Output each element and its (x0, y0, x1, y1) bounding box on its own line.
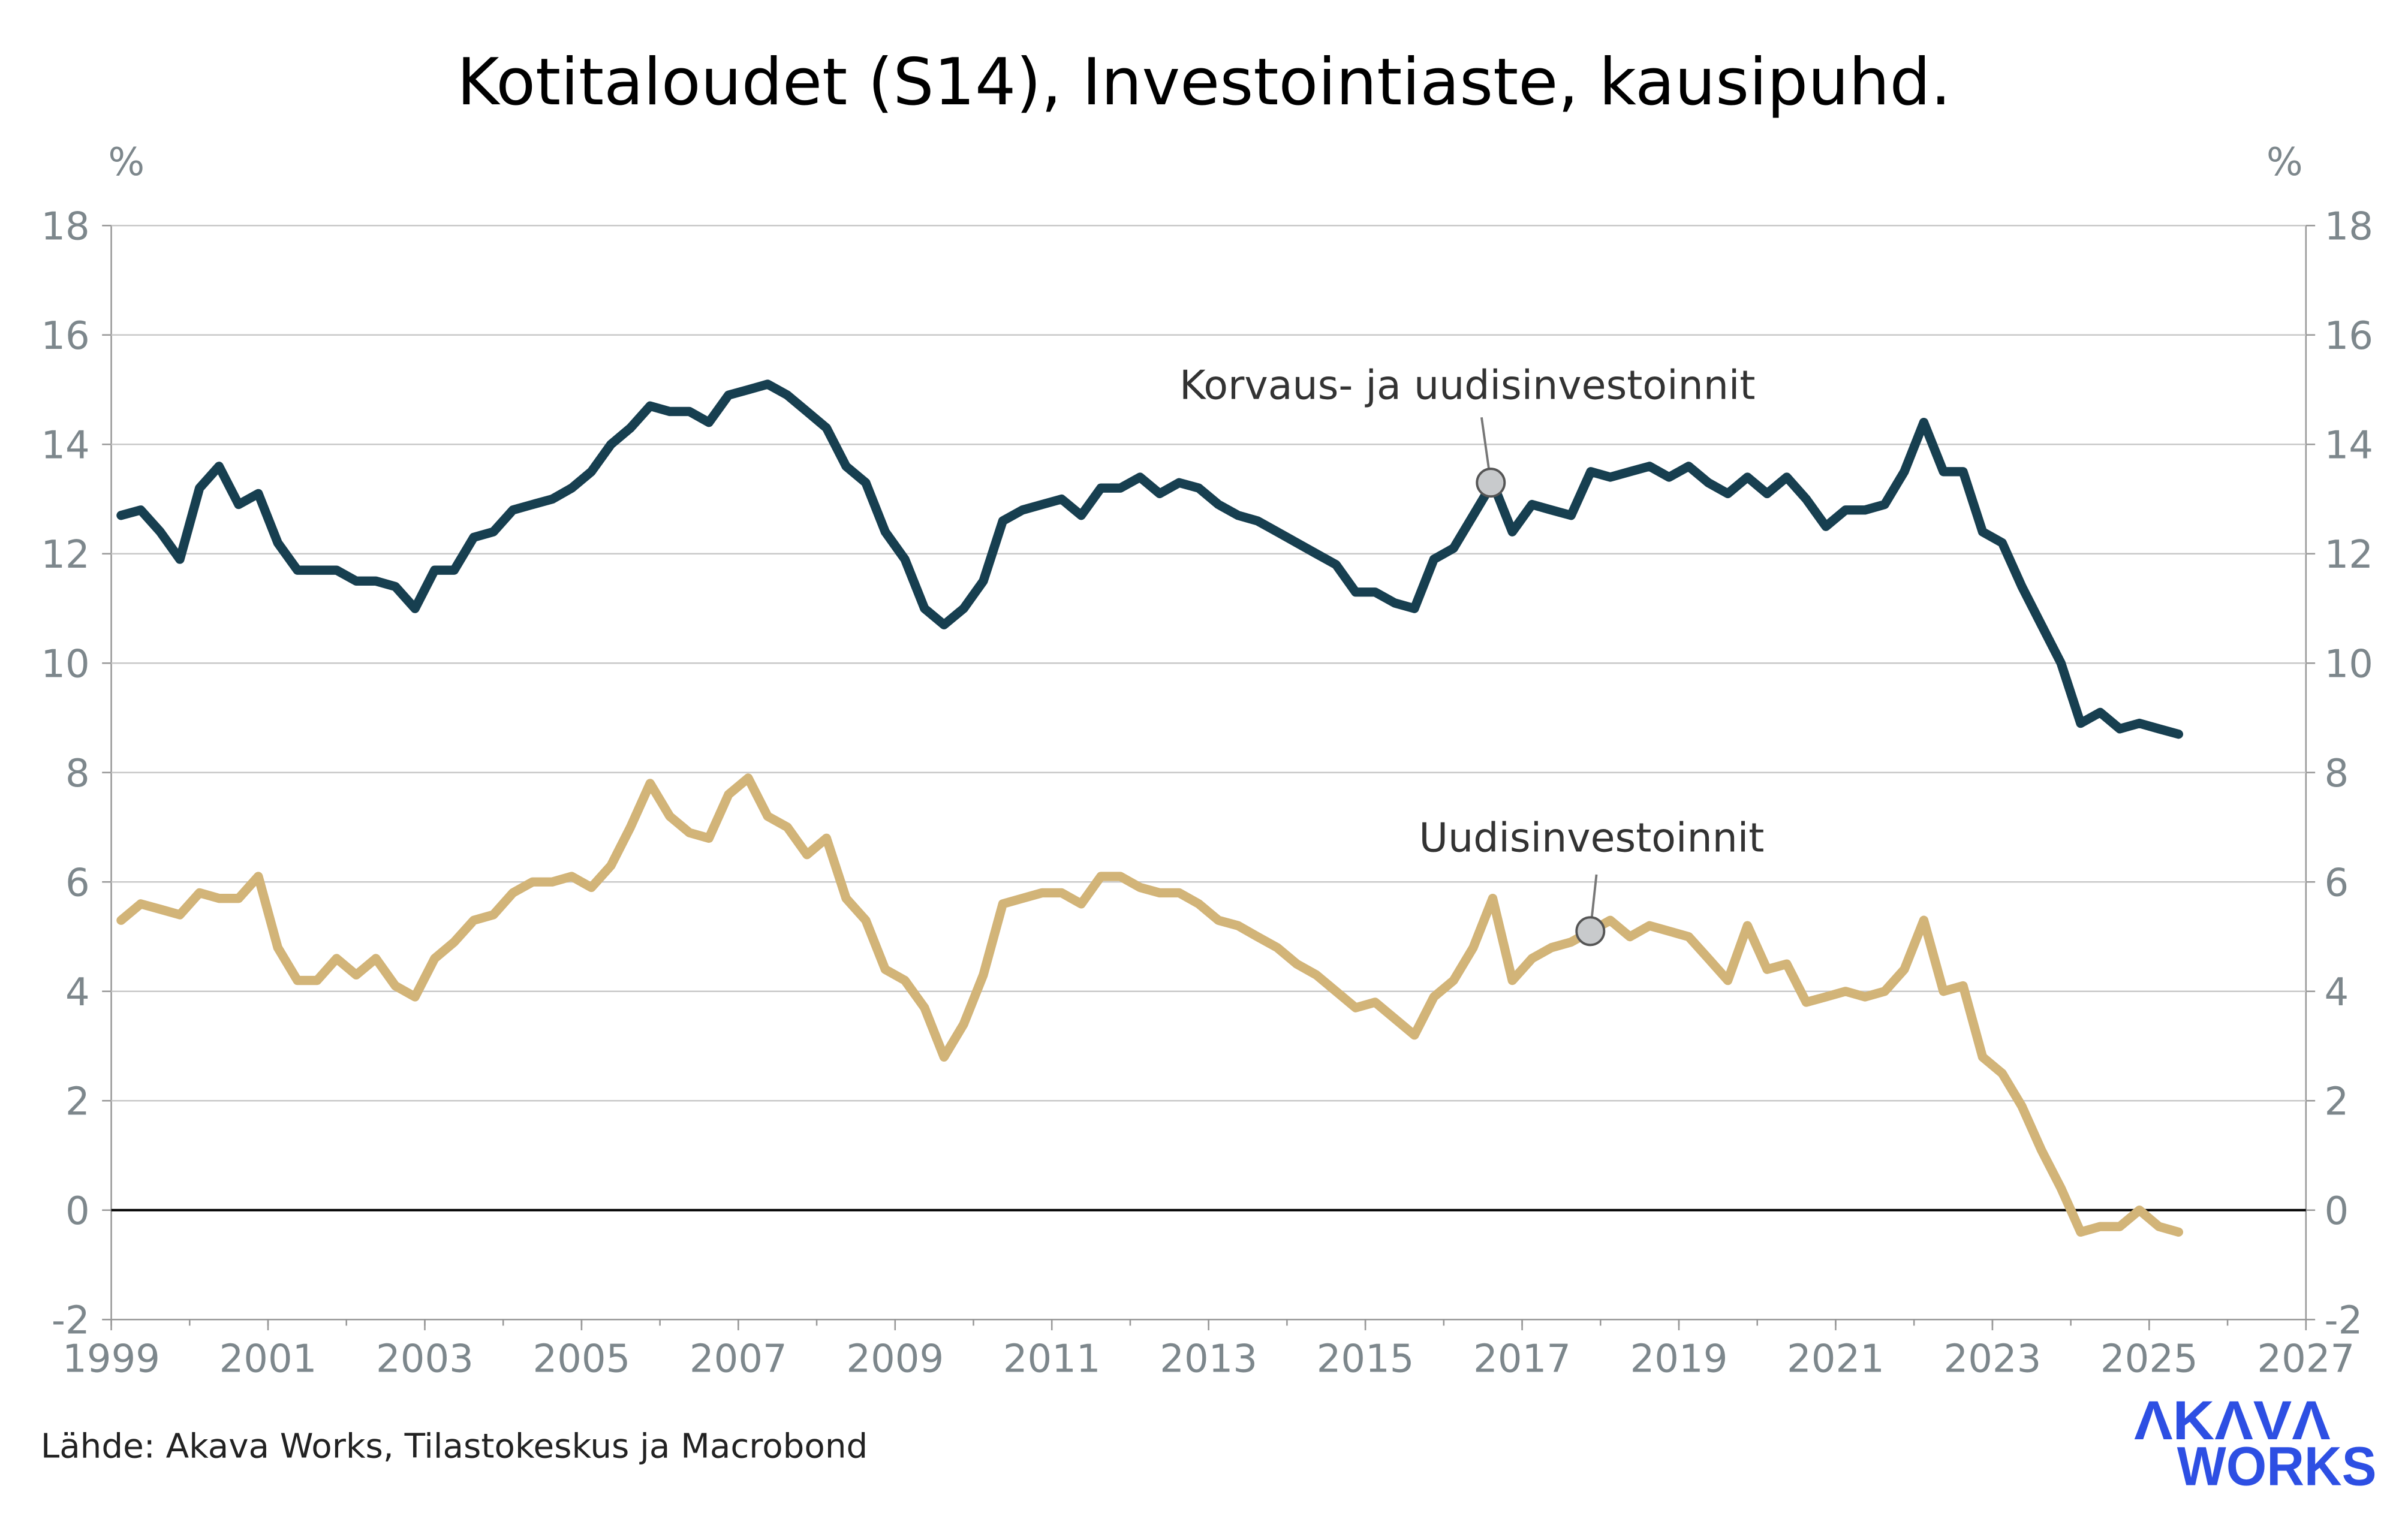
chart-title: Kotitaloudet (S14), Investointiaste, kau… (457, 45, 1951, 120)
gridlines (110, 224, 2307, 1321)
y-tick-label: 2 (65, 1080, 90, 1124)
y-tick-label: 16 (2325, 314, 2373, 358)
y-tick-label: 18 (2325, 204, 2373, 249)
x-tick-label: 2023 (1944, 1337, 2042, 1381)
x-tick-label: 2011 (1003, 1337, 1101, 1381)
svg-text:WORKS: WORKS (2177, 1436, 2377, 1497)
x-tick-label: 2013 (1160, 1337, 1257, 1381)
y-tick-label: -2 (52, 1298, 90, 1343)
annotations: Korvaus- ja uudisinvestoinnit Uudisinves… (1179, 361, 1764, 947)
x-tick-label: 2027 (2257, 1337, 2355, 1381)
annotation-marker-uudis (1575, 916, 1606, 947)
x-tick-label: 2007 (690, 1337, 787, 1381)
akava-works-logo: ΛKΛVΛ WORKS (2134, 1390, 2376, 1497)
y-tick-label: 12 (41, 533, 89, 577)
y-tick-label: 6 (65, 861, 90, 905)
x-tick-label: 2003 (376, 1337, 474, 1381)
x-tick-label: 2021 (1787, 1337, 1885, 1381)
series-lines (116, 379, 2184, 1237)
y-unit-left: % (108, 140, 145, 185)
annotation-label-uudis: Uudisinvestoinnit (1419, 815, 1764, 861)
x-tick-label: 2015 (1317, 1337, 1414, 1381)
y-tick-label: 14 (41, 423, 89, 468)
source-note: Lähde: Akava Works, Tilastokeskus ja Mac… (41, 1427, 868, 1466)
series-line-uudisinvestoinnit (116, 773, 2184, 1237)
x-tick-label: 1999 (62, 1337, 160, 1381)
y-tick-label: -2 (2325, 1298, 2363, 1343)
x-tick-label: 2009 (846, 1337, 944, 1381)
y-tick-label: 10 (41, 642, 89, 686)
x-tick-label: 2001 (219, 1337, 317, 1381)
annotation-marker-korvaus (1476, 468, 1506, 498)
series-line-korvaus-ja-uudisinvestoinnit (116, 379, 2184, 739)
y-tick-label: 0 (65, 1189, 90, 1234)
y-tick-label: 8 (2325, 752, 2349, 796)
y-tick-label: 6 (2325, 861, 2349, 905)
y-tick-label: 12 (2325, 533, 2373, 577)
y-tick-label: 16 (41, 314, 89, 358)
x-axis: 1999 2001 2003 2005 2007 2009 2011 2013 2015 2017… (62, 1319, 2355, 1381)
y-axis-right: -2 0 2 4 6 8 10 12 14 16 18 (2305, 204, 2373, 1343)
y-tick-label: 2 (2325, 1080, 2349, 1124)
y-tick-label: 4 (2325, 971, 2349, 1015)
y-tick-label: 4 (65, 971, 90, 1015)
x-tick-label: 2017 (1473, 1337, 1571, 1381)
y-tick-label: 18 (41, 204, 89, 249)
y-unit-right: % (2266, 140, 2303, 185)
x-tick-label: 2005 (533, 1337, 631, 1381)
y-tick-label: 10 (2325, 642, 2373, 686)
y-tick-label: 0 (2325, 1189, 2349, 1234)
x-tick-label: 2025 (2100, 1337, 2198, 1381)
y-axis-left: -2 0 2 4 6 8 10 12 14 16 18 (41, 204, 112, 1343)
annotation-label-korvaus: Korvaus- ja uudisinvestoinnit (1179, 361, 1755, 408)
x-tick-label: 2019 (1630, 1337, 1728, 1381)
y-tick-label: 8 (65, 752, 90, 796)
svg-text:ΛKΛVΛ: ΛKΛVΛ (2134, 1390, 2331, 1451)
y-tick-label: 14 (2325, 423, 2373, 468)
